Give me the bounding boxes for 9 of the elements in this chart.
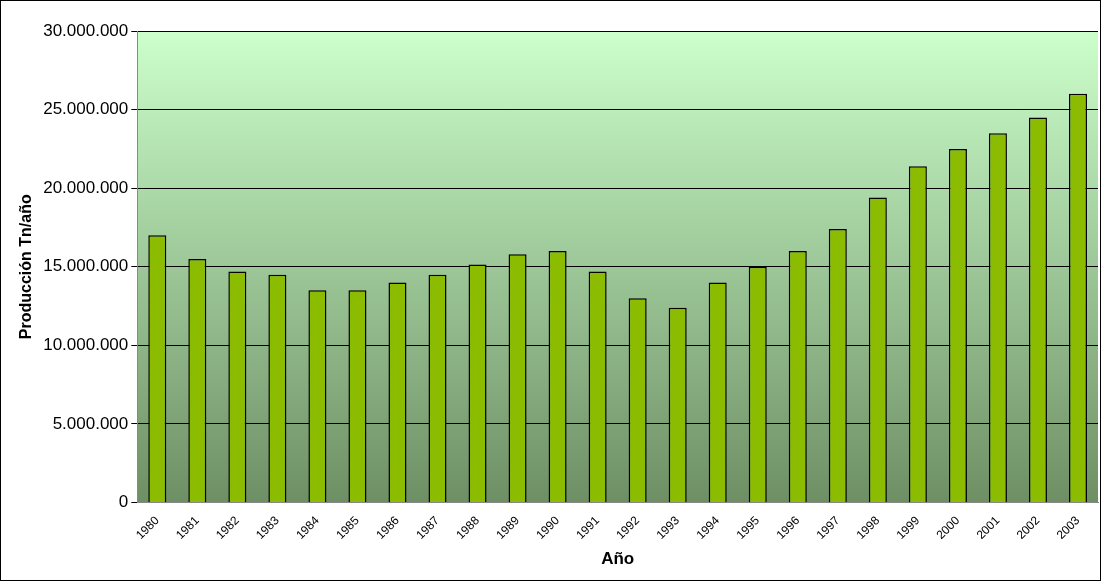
y-tick-label: 20.000.000 <box>43 177 129 197</box>
x-axis-title: Año <box>601 549 635 569</box>
y-tick-label: 5.000.000 <box>52 413 129 433</box>
y-tick-label: 30.000.000 <box>43 20 129 40</box>
y-tick-label: 25.000.000 <box>43 99 129 119</box>
y-tick-label: 15.000.000 <box>43 256 129 276</box>
y-tick-label: 10.000.000 <box>43 335 129 355</box>
y-axis-title: Producción Tn/año <box>17 194 35 340</box>
y-tick-label: 0 <box>118 492 129 512</box>
